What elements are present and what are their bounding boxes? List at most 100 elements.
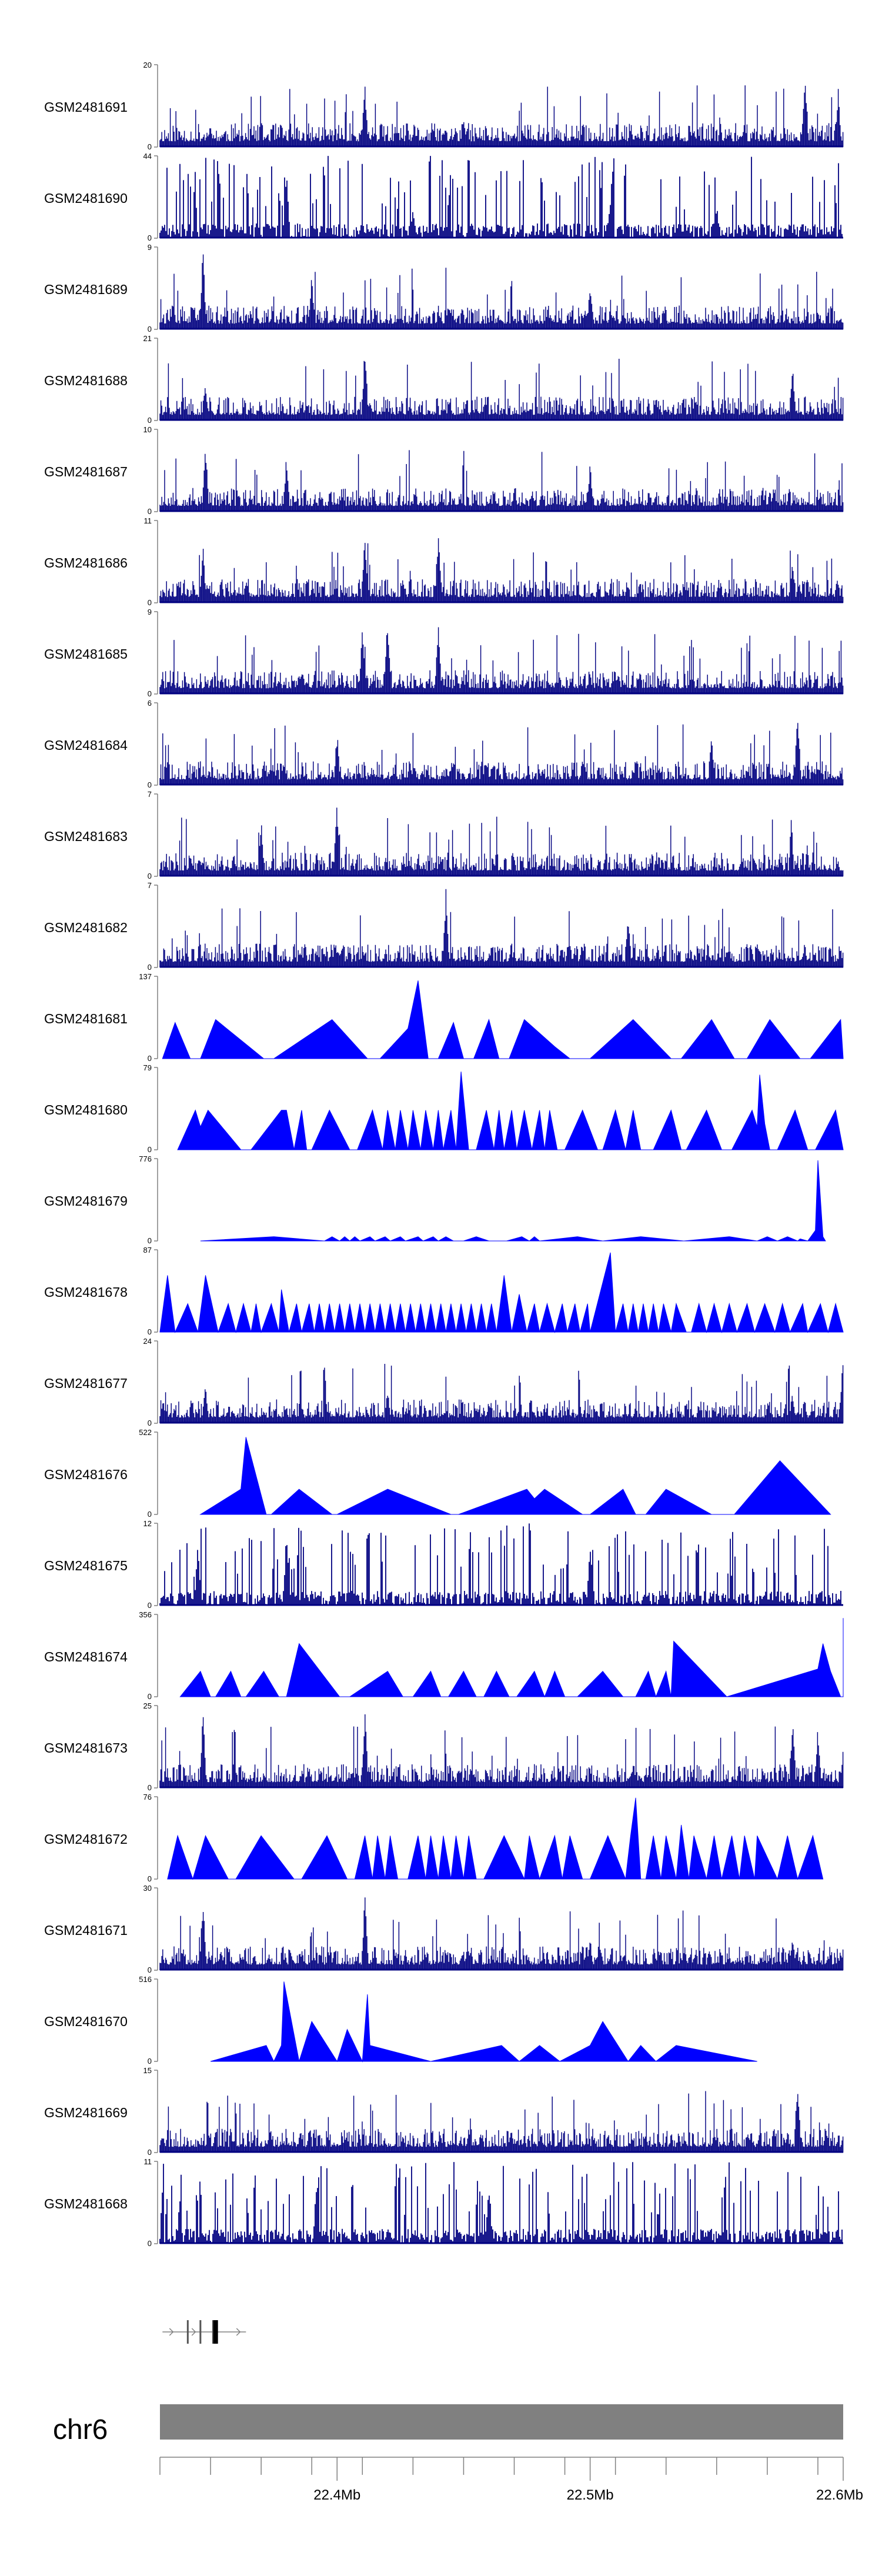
track-GSM2481669: GSM2481669 15 0 — [44, 2066, 844, 2157]
coverage-bars-GSM2481668 — [159, 2162, 843, 2244]
chromosome-ideogram: chr6 — [53, 2404, 843, 2445]
coverage-bars-GSM2481669 — [159, 2091, 844, 2153]
coverage-bars-GSM2481673 — [159, 1714, 844, 1788]
y-tick-label-max: 137 — [139, 972, 152, 981]
gene-exon — [186, 2320, 189, 2344]
strand-arrow — [236, 2328, 241, 2336]
major-tick-label: 22.6Mb — [816, 2487, 863, 2503]
coverage-bars-GSM2481671 — [159, 1897, 844, 1971]
y-tick-label-min: 0 — [148, 1236, 152, 1245]
track-label: GSM2481677 — [44, 1376, 128, 1391]
track-GSM2481686: GSM2481686 11 0 — [44, 516, 844, 607]
track-GSM2481690: GSM2481690 44 0 — [44, 152, 843, 242]
track-GSM2481677: GSM2481677 24 0 — [44, 1337, 844, 1427]
data-tracks: GSM2481691200GSM2481690440GSM248168990GS… — [44, 61, 844, 2248]
y-tick-label-max: 24 — [143, 1337, 152, 1346]
y-tick-label-max: 522 — [139, 1428, 152, 1437]
y-tick-label-min: 0 — [148, 2239, 152, 2248]
coverage-bars-GSM2481685 — [159, 627, 844, 695]
strand-arrow — [191, 2328, 196, 2336]
y-tick-label-max: 20 — [143, 61, 152, 69]
y-tick-label-max: 11 — [144, 2157, 152, 2166]
coverage-bars-GSM2481684 — [159, 723, 844, 786]
coverage-area-GSM2481676 — [199, 1437, 831, 1515]
track-label: GSM2481687 — [44, 464, 128, 479]
coverage-area-GSM2481679 — [200, 1160, 826, 1242]
y-tick-label-max: 9 — [148, 608, 152, 616]
coverage-bars-GSM2481677 — [159, 1364, 844, 1424]
coverage-bars-GSM2481682 — [159, 889, 844, 968]
coverage-bars-GSM2481688 — [159, 359, 844, 421]
y-tick-label-max: 79 — [143, 1063, 152, 1072]
y-tick-label-max: 10 — [143, 425, 152, 434]
y-tick-label-max: 21 — [143, 334, 152, 343]
track-GSM2481671: GSM2481671 30 0 — [44, 1884, 844, 1974]
y-tick-label-max: 30 — [143, 1884, 152, 1893]
y-tick-label-min: 0 — [148, 872, 152, 880]
track-label: GSM2481669 — [44, 2105, 128, 2120]
coverage-bars-GSM2481691 — [159, 85, 844, 148]
track-GSM2481683: GSM2481683 7 0 — [44, 790, 844, 880]
y-tick-label-min: 0 — [148, 1419, 152, 1427]
track-label: GSM2481689 — [44, 282, 128, 297]
track-GSM2481688: GSM2481688 21 0 — [44, 334, 844, 425]
track-label: GSM2481676 — [44, 1467, 128, 1482]
y-tick-label-min: 0 — [148, 233, 152, 242]
track-GSM2481681: GSM2481681 137 0 — [44, 972, 844, 1063]
coverage-signal — [159, 85, 844, 147]
chromosome-band — [160, 2404, 843, 2440]
coverage-area-GSM2481681 — [162, 980, 844, 1059]
coverage-signal — [159, 538, 844, 603]
coverage-signal — [159, 2091, 844, 2153]
y-tick-label-max: 76 — [143, 1793, 152, 1801]
y-tick-label-max: 9 — [148, 243, 152, 252]
y-tick-label-min: 0 — [148, 416, 152, 425]
coverage-bars-GSM2481690 — [159, 156, 843, 239]
track-label: GSM2481681 — [44, 1011, 128, 1026]
track-label: GSM2481688 — [44, 373, 128, 388]
gene-model — [162, 2320, 246, 2344]
coverage-signal — [159, 359, 844, 421]
y-tick-label-max: 6 — [148, 699, 152, 708]
track-label: GSM2481691 — [44, 99, 128, 115]
track-label: GSM2481675 — [44, 1558, 128, 1573]
gene-exon — [213, 2320, 218, 2344]
y-tick-label-min: 0 — [148, 1054, 152, 1063]
y-tick-label-min: 0 — [148, 142, 152, 151]
y-tick-label-min: 0 — [148, 2057, 152, 2066]
coverage-area-GSM2481678 — [159, 1252, 844, 1333]
track-GSM2481679: GSM2481679 776 0 — [44, 1154, 826, 1245]
y-tick-label-max: 25 — [143, 1701, 152, 1710]
y-tick-label-min: 0 — [148, 963, 152, 972]
coverage-signal — [159, 2162, 843, 2244]
coverage-signal — [159, 1364, 844, 1423]
track-label: GSM2481690 — [44, 191, 128, 206]
y-tick-label-min: 0 — [148, 1966, 152, 1974]
gene-exon — [212, 2320, 214, 2344]
track-GSM2481674: GSM2481674 356 0 — [44, 1610, 844, 1701]
y-tick-label-max: 11 — [144, 516, 152, 525]
track-GSM2481673: GSM2481673 25 0 — [44, 1701, 844, 1792]
y-tick-label-max: 15 — [143, 2066, 152, 2075]
track-GSM2481668: GSM2481668 11 0 — [44, 2157, 843, 2248]
y-tick-label-max: 12 — [143, 1519, 152, 1528]
track-GSM2481684: GSM2481684 6 0 — [44, 699, 844, 789]
track-label: GSM2481670 — [44, 2014, 128, 2029]
track-GSM2481682: GSM2481682 7 0 — [44, 881, 844, 972]
y-tick-label-min: 0 — [148, 325, 152, 333]
track-label: GSM2481672 — [44, 1831, 128, 1847]
coverage-signal — [159, 889, 844, 967]
y-tick-label-min: 0 — [148, 1874, 152, 1883]
coverage-bars-GSM2481683 — [159, 807, 844, 877]
coverage-signal — [159, 450, 844, 512]
y-tick-label-max: 356 — [139, 1610, 152, 1619]
chromosome-label: chr6 — [53, 2414, 108, 2445]
track-GSM2481672: GSM2481672 76 0 — [44, 1793, 824, 1883]
coverage-signal — [159, 627, 844, 694]
track-GSM2481676: GSM2481676 522 0 — [44, 1428, 831, 1519]
track-label: GSM2481678 — [44, 1284, 128, 1300]
track-label: GSM2481684 — [44, 738, 128, 753]
y-tick-label-max: 7 — [148, 881, 152, 890]
y-tick-label-min: 0 — [148, 1783, 152, 1792]
